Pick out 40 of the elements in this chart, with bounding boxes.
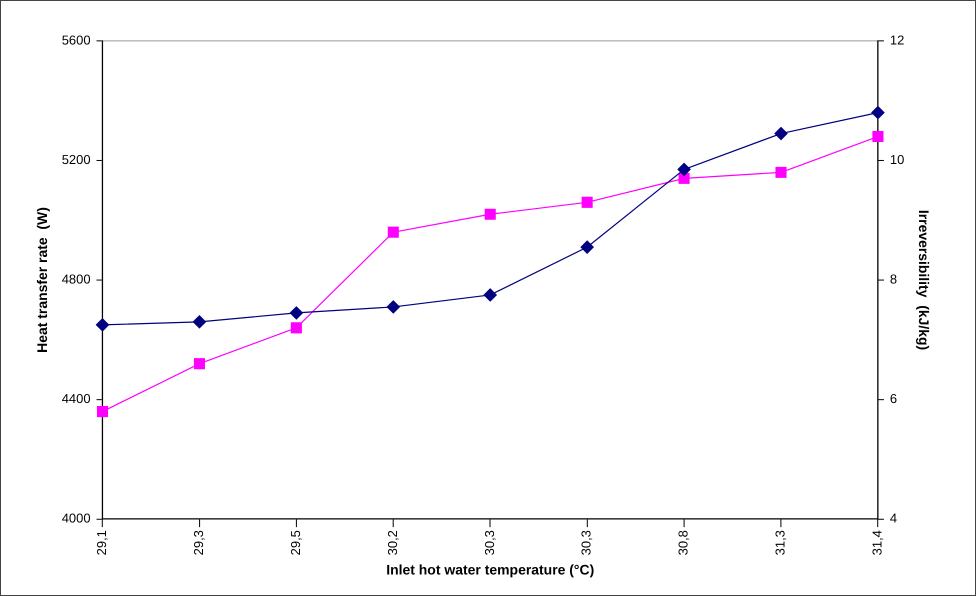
- y2-tick-label: 8: [890, 272, 898, 287]
- point: [290, 306, 303, 320]
- y2-tick-label: 6: [890, 391, 898, 406]
- point: [774, 126, 788, 140]
- x-tick-label: 30,2: [384, 530, 400, 556]
- x-tick-label: 31,4: [870, 530, 885, 556]
- x-axis-title: Inlet hot water temperature (°C): [386, 562, 594, 578]
- y-tick-label: 4800: [62, 272, 91, 287]
- point: [871, 106, 885, 120]
- y2-axis-title: Irreversibility (kJ/kg): [916, 210, 932, 350]
- x-tick-label: 30,8: [676, 530, 691, 556]
- point: [290, 322, 302, 334]
- y-axis-title: Heat transfer rate (W): [34, 207, 50, 353]
- point: [580, 240, 594, 254]
- point: [775, 166, 787, 178]
- point: [388, 226, 399, 238]
- point: [484, 288, 497, 302]
- x-tick-label: 29,5: [288, 530, 303, 556]
- point: [96, 318, 110, 332]
- x-tick-label: 29,3: [191, 530, 206, 556]
- point: [872, 130, 884, 142]
- y-tick-label: 5600: [62, 32, 91, 48]
- y-tick-label: 4000: [62, 510, 91, 526]
- point: [484, 208, 496, 220]
- y2-tick-label: 12: [890, 32, 904, 48]
- x-tick-label: 31,3: [772, 530, 788, 556]
- x-tick-label: 30,3: [578, 530, 594, 556]
- y2-tick-label: 4: [890, 510, 898, 526]
- point: [677, 162, 691, 176]
- y2-tick-label: 10: [890, 152, 904, 167]
- point: [386, 300, 400, 314]
- point: [678, 172, 690, 184]
- x-tick-label: 30,3: [482, 530, 497, 556]
- y-tick-label: 5200: [62, 152, 91, 167]
- point: [192, 315, 206, 328]
- x-tick-label: 29,1: [94, 530, 110, 556]
- point: [582, 196, 593, 208]
- point: [194, 358, 205, 370]
- y-tick-label: 4400: [62, 391, 91, 406]
- point: [96, 406, 108, 418]
